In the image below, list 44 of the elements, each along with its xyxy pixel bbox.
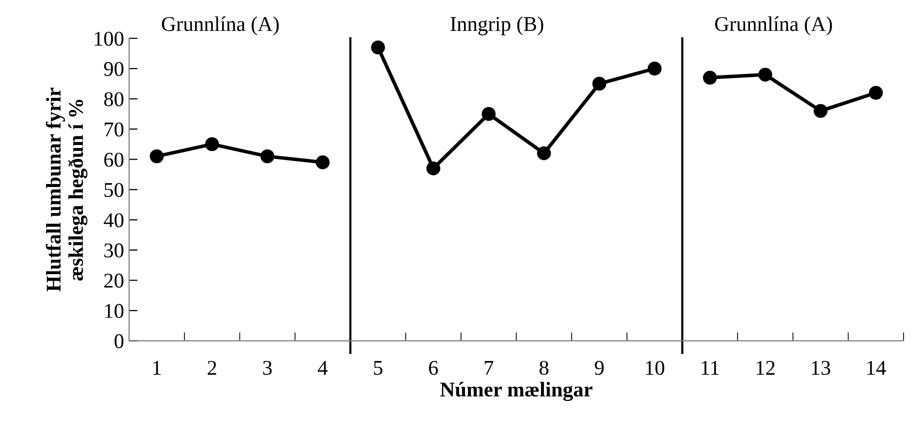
y-tick-label: 0 [114, 334, 124, 348]
point [260, 149, 274, 164]
y-tick-label: 10 [105, 304, 124, 318]
x-tick-label: 9 [594, 360, 604, 375]
y-tick-label: 70 [104, 122, 124, 137]
x-tick-label: 12 [756, 360, 775, 375]
point [316, 155, 330, 170]
y-tick-label: 30 [104, 243, 124, 258]
x-tick-label: 2 [208, 360, 216, 375]
point [702, 70, 717, 85]
text: Grunnlína (A) [162, 16, 279, 36]
y-tick-label: 60 [104, 152, 124, 167]
point [150, 149, 164, 164]
x-tick-label: 5 [374, 361, 382, 375]
point [868, 86, 883, 100]
y-tick-label: 80 [104, 92, 124, 106]
y-tick-label: 20 [104, 274, 124, 288]
x-tick-label: 8 [540, 360, 548, 375]
y-tick-label: 100 [94, 32, 124, 46]
x-tick-label: 7 [484, 361, 494, 375]
text: Grunnlína (A) [715, 16, 832, 36]
x-axis-title: Númer mælingar [440, 382, 592, 401]
x-tick-label: 4 [318, 360, 328, 375]
point [537, 146, 551, 160]
point [592, 76, 606, 91]
point [814, 104, 828, 118]
point [758, 68, 772, 82]
point [648, 62, 662, 76]
y-axis-title: Hlutfall umbunar fyrir æskilega hegðun í % [46, 88, 88, 292]
x-tick-label: 11 [702, 360, 719, 375]
y-tick-label: 50 [104, 182, 124, 198]
point [482, 107, 496, 121]
x-tick-label: 1 [153, 360, 161, 375]
y-tick-label: 40 [104, 213, 124, 228]
point [205, 137, 220, 152]
x-tick-label: 6 [429, 360, 438, 375]
x-tick-label: 10 [646, 360, 664, 375]
x-tick-label: 14 [867, 360, 886, 375]
x-tick-label: 13 [812, 360, 830, 375]
x-tick-label: 3 [263, 360, 272, 375]
point [426, 161, 440, 176]
text: Inngrip (B) [450, 16, 544, 36]
point [371, 40, 385, 54]
y-tick-label: 90 [104, 62, 124, 76]
